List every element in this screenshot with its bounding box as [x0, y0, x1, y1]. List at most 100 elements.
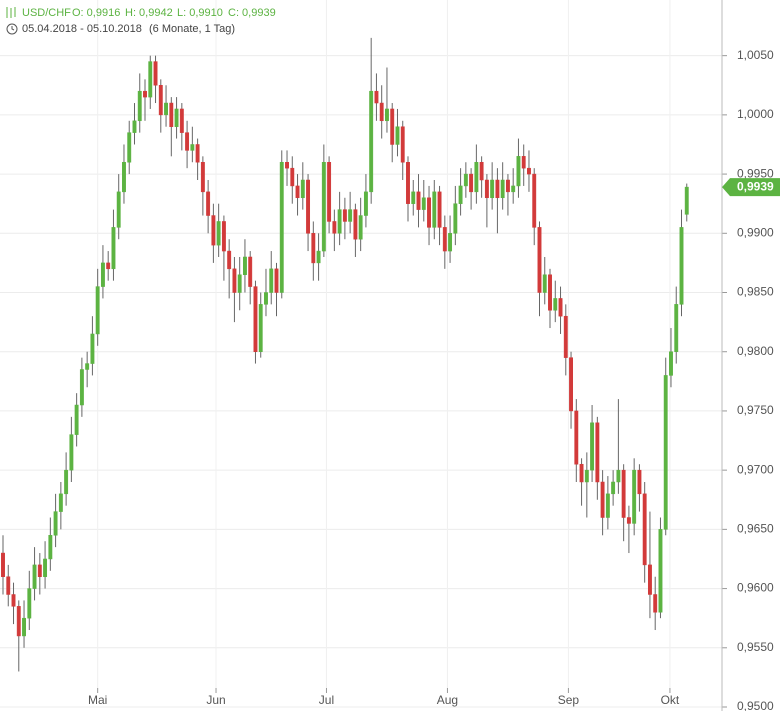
candle-body [58, 493, 63, 512]
candle-body [174, 108, 179, 127]
y-tick-label: 0,9750 [737, 403, 774, 417]
candle-body [122, 161, 126, 193]
candle-body [216, 221, 221, 246]
candle-body [432, 191, 437, 228]
candle-body [484, 179, 489, 199]
candle-body [85, 363, 90, 370]
candle-body [311, 233, 316, 264]
candle-body [321, 161, 326, 252]
candle-body [143, 90, 147, 98]
candle-body [479, 161, 484, 181]
candle-icon [6, 7, 16, 18]
candle-body [658, 529, 663, 613]
candle-body [532, 173, 537, 228]
close-label: C: 0,9939 [228, 7, 276, 19]
candle-body [616, 469, 621, 483]
candle-body [574, 410, 579, 465]
y-tick-label: 0,9900 [737, 225, 774, 239]
y-tick-label: 0,9550 [737, 640, 774, 654]
candle-body [227, 250, 232, 270]
candle-body [353, 209, 358, 240]
candle-body [195, 144, 200, 163]
candle-body [579, 463, 584, 483]
candle-body [537, 227, 542, 293]
open-label: O: 0,9916 [72, 7, 120, 19]
candle-body [642, 493, 647, 566]
candle-body [258, 304, 263, 352]
high-label: H: 0,9942 [125, 7, 173, 19]
candle-body [411, 191, 416, 204]
candle-body [300, 179, 305, 199]
candle-body [185, 132, 190, 151]
candle-body [206, 191, 211, 216]
candle-body [400, 126, 405, 163]
symbol: USD/CHF [22, 7, 71, 19]
candle-body [595, 422, 600, 483]
candle-body [179, 108, 184, 133]
candle-body [621, 469, 626, 518]
candle-body [590, 422, 595, 471]
candle-body [332, 221, 337, 234]
candle-body [327, 161, 332, 222]
candle-body [390, 108, 395, 145]
candle-body [137, 90, 142, 122]
candle-body [79, 369, 84, 406]
candle-body [348, 209, 353, 222]
candle-body [190, 144, 195, 151]
candle-body [337, 209, 342, 234]
candle-body [11, 594, 16, 607]
candle-body [679, 227, 684, 305]
x-tick-label: Mai [88, 693, 107, 707]
y-tick-label: 0,9500 [737, 699, 774, 711]
candle-body [427, 197, 431, 228]
candle-body [48, 535, 53, 560]
y-tick-label: 0,9850 [737, 285, 774, 299]
candle-body [569, 357, 573, 412]
candle-body [490, 179, 495, 199]
candle-body [132, 120, 137, 133]
candle-body [16, 606, 21, 637]
candle-body [653, 594, 658, 613]
clock-icon [6, 23, 18, 35]
x-tick-label: Aug [437, 693, 458, 707]
candle-body [37, 564, 42, 577]
candle-body [611, 481, 616, 495]
candle-body [221, 221, 226, 252]
candle-body [385, 108, 389, 122]
x-tick-label: Sep [558, 693, 580, 707]
candle-body [600, 481, 605, 518]
header: USD/CHF O: 0,9916 H: 0,9942 L: 0,9910 C:… [6, 7, 276, 35]
candle-body [116, 191, 121, 228]
last-price-label: 0,9939 [737, 179, 774, 193]
candle-body [458, 185, 463, 204]
candle-body [127, 132, 132, 163]
last-price-marker [722, 178, 780, 197]
candle-body [542, 274, 547, 293]
candle-body [663, 375, 668, 530]
candle-body [295, 185, 300, 199]
candle-body [69, 434, 74, 471]
candle-body [95, 286, 100, 335]
candle-body [264, 292, 268, 305]
candle-body [269, 268, 274, 293]
candle-body [90, 333, 95, 364]
candle-body [421, 197, 426, 210]
candle-body [1, 552, 5, 577]
candle-body [605, 493, 610, 518]
candle-body [406, 161, 410, 204]
candle-body [148, 61, 153, 98]
candle-body [342, 209, 347, 222]
candle-body [453, 203, 458, 234]
candle-body [306, 179, 311, 234]
candle-body [279, 161, 284, 293]
candle-body [242, 256, 247, 275]
candle-body [395, 126, 400, 145]
candle-body [200, 161, 205, 193]
candle-body [553, 298, 558, 311]
candle-body [274, 268, 279, 293]
x-tick-label: Jun [206, 693, 225, 707]
candle-body [74, 404, 79, 435]
candle-body [684, 186, 689, 215]
candle-body [374, 90, 379, 104]
